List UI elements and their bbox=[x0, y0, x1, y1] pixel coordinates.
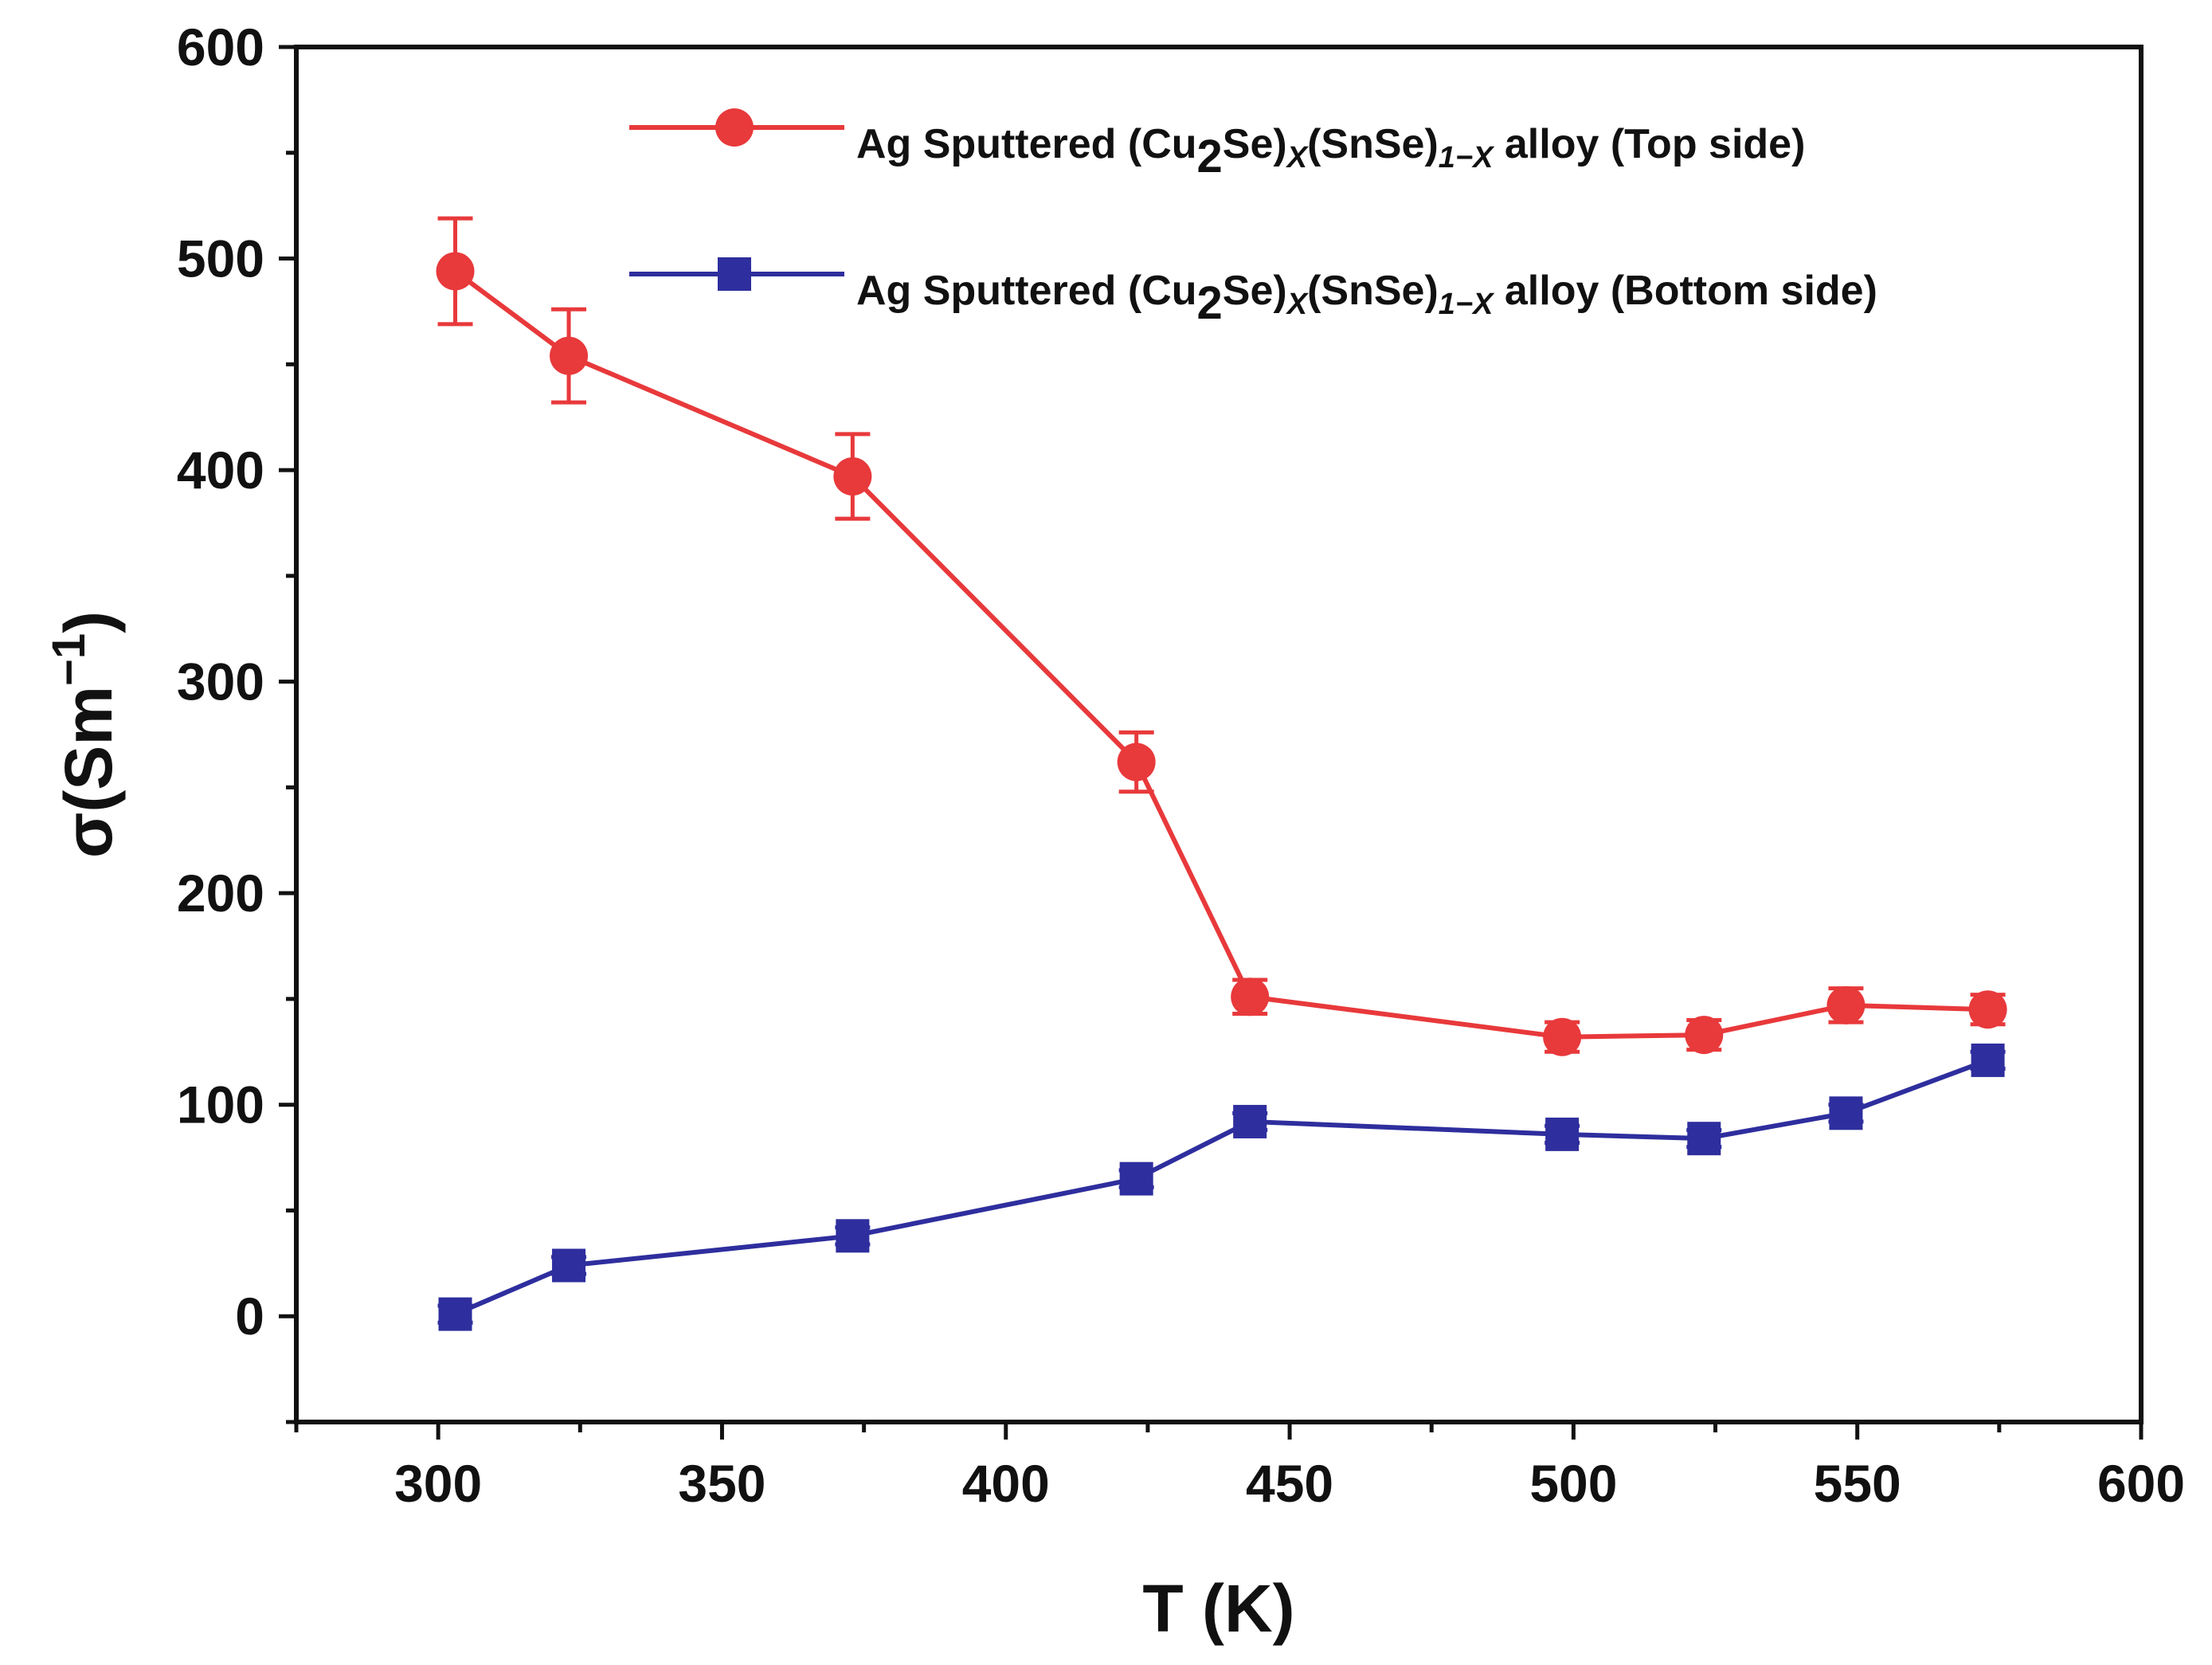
y-axis-title-close: ) bbox=[51, 611, 126, 633]
data-point bbox=[1971, 1043, 2005, 1077]
legend: Ag Sputtered (Cu2Se)X(SnSe)1−X alloy (To… bbox=[629, 108, 1877, 329]
series-top-side bbox=[436, 216, 2007, 1056]
y-tick-label: 0 bbox=[235, 1287, 264, 1346]
data-point bbox=[436, 252, 475, 291]
legend-label-top: Ag Sputtered (Cu2Se)X(SnSe)1−X alloy (To… bbox=[856, 121, 1805, 182]
x-tick-label: 350 bbox=[678, 1454, 765, 1513]
data-point bbox=[833, 457, 872, 496]
y-axis-title-main: σ(Sm bbox=[51, 686, 126, 858]
y-tick-label: 300 bbox=[177, 652, 264, 711]
y-tick-label: 200 bbox=[177, 864, 264, 923]
data-point bbox=[1231, 977, 1270, 1017]
data-point bbox=[1233, 1104, 1267, 1138]
x-tick-label: 500 bbox=[1529, 1454, 1617, 1513]
y-axis-ticks: 0 100 200 300 400 500 600 bbox=[177, 18, 296, 1424]
series-line bbox=[454, 1058, 1989, 1317]
y-axis-title-sup: −1 bbox=[43, 633, 95, 686]
legend-marker-bottom bbox=[718, 257, 751, 291]
x-axis-ticks: 300 350 400 450 500 550 600 bbox=[294, 1422, 2185, 1513]
y-axis-title: σ(Sm−1) bbox=[43, 611, 126, 858]
plot-frame bbox=[294, 45, 2143, 1424]
y-tick-label: 100 bbox=[177, 1075, 264, 1134]
data-point bbox=[836, 1219, 870, 1253]
data-point bbox=[1968, 990, 2007, 1029]
series-bottom-side bbox=[437, 1043, 2006, 1331]
y-tick-label: 400 bbox=[177, 441, 264, 500]
data-point bbox=[1117, 742, 1156, 782]
y-tick-label: 500 bbox=[177, 229, 264, 288]
legend-marker-top bbox=[715, 108, 754, 147]
data-point bbox=[550, 336, 589, 375]
series-line bbox=[453, 269, 1988, 1040]
data-point bbox=[1826, 985, 1866, 1024]
data-point bbox=[1119, 1162, 1153, 1196]
data-point bbox=[1545, 1117, 1580, 1151]
data-point bbox=[1543, 1017, 1582, 1056]
legend-label-bottom: Ag Sputtered (Cu2Se)X(SnSe)1−X alloy (Bo… bbox=[856, 268, 1877, 329]
x-axis-title: T (K) bbox=[1142, 1571, 1294, 1646]
data-point bbox=[1687, 1122, 1721, 1156]
x-tick-label: 400 bbox=[962, 1454, 1050, 1513]
x-tick-label: 600 bbox=[2097, 1454, 2185, 1513]
x-tick-label: 550 bbox=[1814, 1454, 1901, 1513]
series-layer bbox=[436, 216, 2007, 1331]
data-point bbox=[438, 1297, 472, 1331]
data-point bbox=[1829, 1096, 1863, 1130]
x-tick-label: 300 bbox=[394, 1454, 482, 1513]
data-point bbox=[1685, 1016, 1724, 1055]
y-tick-label: 600 bbox=[177, 18, 264, 76]
data-point bbox=[552, 1248, 586, 1283]
x-tick-label: 450 bbox=[1246, 1454, 1333, 1513]
